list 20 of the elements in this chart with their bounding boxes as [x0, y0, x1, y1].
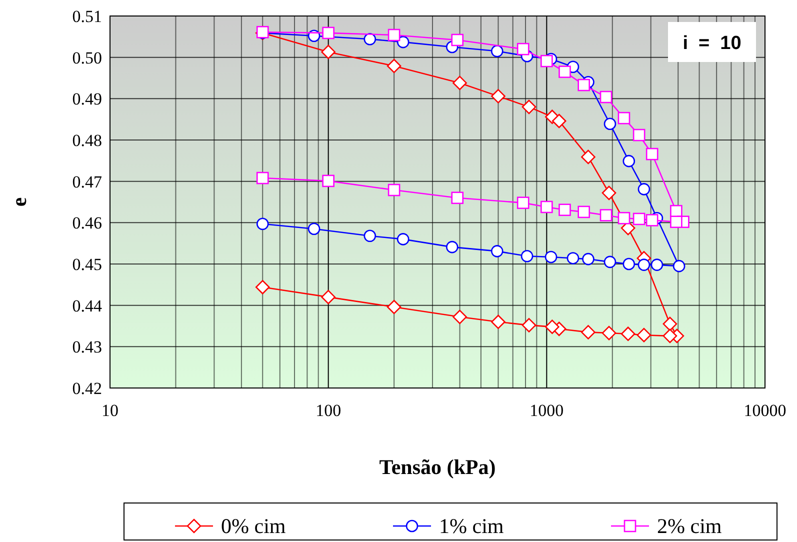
y-tick-label: 0.44 [72, 296, 102, 316]
x-axis-title: Tensão (kPa) [379, 455, 496, 479]
y-tick-label: 0.50 [72, 48, 102, 68]
x-tick-label: 1000 [530, 401, 564, 420]
y-tick-label: 0.43 [72, 338, 102, 357]
y-tick-label: 0.49 [72, 90, 102, 109]
x-tick-label: 10000 [744, 401, 786, 420]
y-tick-label: 0.48 [72, 130, 102, 150]
legend-label: 2% cim [657, 514, 722, 538]
y-tick-label: 0.47 [72, 172, 102, 192]
annotation: i = 10 [682, 33, 742, 54]
x-tick-label: 10 [102, 401, 118, 420]
y-tick-label: 0.51 [72, 6, 102, 26]
legend-label: 0% cim [221, 514, 286, 538]
y-tick-label: 0.46 [72, 214, 102, 233]
y-tick-label: 0.45 [72, 254, 102, 274]
legend-label: 1% cim [439, 514, 504, 538]
y-tick-label: 0.42 [72, 378, 102, 398]
y-axis-title: e [7, 197, 31, 207]
x-tick-label: 100 [316, 401, 342, 420]
